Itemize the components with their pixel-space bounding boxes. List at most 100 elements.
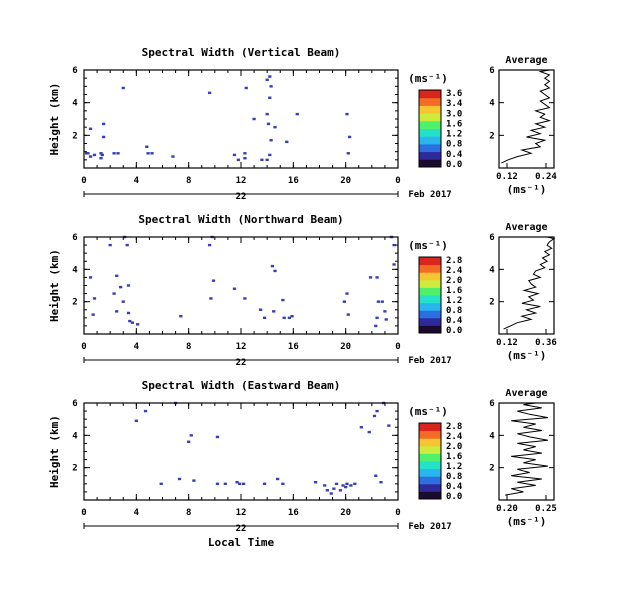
x-tick-label: 0 (81, 176, 86, 186)
y-tick-label: 2 (72, 298, 77, 308)
data-cell (232, 153, 237, 157)
average-y-tick-label: 2 (489, 298, 494, 308)
data-cell (345, 482, 349, 486)
day-label: 22 (236, 192, 247, 202)
average-title: Average (505, 222, 547, 233)
data-cell (118, 285, 123, 289)
data-cell (323, 484, 327, 487)
colorbar-tick-label: 0.0 (446, 326, 462, 336)
data-cell (121, 300, 125, 303)
data-cell (244, 86, 248, 90)
colorbar-segment (419, 97, 441, 106)
average-title: Average (505, 55, 547, 66)
colorbar-unit: (ms⁻¹) (408, 405, 448, 418)
colorbar-segment (419, 159, 441, 168)
colorbar-frame (418, 256, 442, 334)
colorbar-tick-label: 1.2 (446, 462, 462, 472)
data-cell (189, 434, 193, 437)
y-tick-label: 4 (72, 431, 78, 441)
x-tick-label: 8 (186, 176, 191, 186)
colorbar-segment (419, 264, 441, 273)
data-cell (88, 127, 93, 131)
data-cell (115, 310, 119, 313)
colorbar-segment (419, 317, 441, 326)
colorbar-segment (419, 491, 441, 500)
data-cell (252, 117, 256, 121)
data-cell (383, 310, 387, 313)
average-y-tick-label: 2 (489, 464, 494, 474)
colorbar-segment (419, 105, 441, 114)
average-x-tick-label: 0.12 (496, 172, 518, 182)
data-cell (100, 153, 104, 157)
y-tick-label: 4 (72, 265, 78, 275)
data-cell (266, 122, 271, 126)
colorbar-tick-label: 0.8 (446, 306, 462, 316)
average-x-tick-label: 0.12 (496, 338, 518, 348)
data-cell (325, 489, 329, 492)
data-cell (187, 440, 191, 444)
data-cell (295, 112, 299, 116)
colorbar-segment (419, 287, 441, 296)
average-frame (498, 402, 555, 501)
data-cell (125, 243, 129, 247)
x-tick-label: 16 (288, 342, 299, 352)
y-tick-label: 6 (72, 66, 77, 76)
data-cell (270, 264, 275, 268)
colorbar-tick-label: 2.8 (446, 422, 462, 432)
data-cell (342, 300, 346, 303)
average-y-tick-label: 4 (489, 99, 495, 109)
data-cell (368, 276, 373, 279)
y-tick-label: 2 (72, 131, 77, 141)
average-y-tick-label: 6 (489, 66, 494, 76)
data-cell (345, 112, 349, 116)
data-cell (346, 152, 350, 155)
average-x-label: (ms⁻¹) (507, 515, 547, 528)
colorbar-segment (419, 325, 441, 334)
data-cell (346, 313, 350, 316)
colorbar-frame (418, 422, 442, 500)
data-cell (91, 313, 95, 316)
colorbar-tick-label: 1.6 (446, 286, 462, 296)
x-tick-label: 4 (134, 342, 140, 352)
x-tick-label: 12 (236, 508, 247, 518)
data-cell (112, 292, 116, 295)
colorbar-segment (419, 113, 441, 122)
data-cell (392, 263, 396, 266)
data-cell (345, 292, 349, 295)
data-cell (159, 482, 163, 486)
x-axis-label: Local Time (208, 536, 275, 549)
average-profile-line (505, 402, 548, 496)
colorbar-segment (419, 461, 441, 470)
data-cell (281, 482, 285, 486)
data-cell (143, 409, 148, 413)
data-cell (375, 316, 379, 320)
data-cell (353, 482, 357, 486)
colorbar-tick-label: 2.4 (446, 266, 463, 276)
average-y-tick-label: 4 (489, 431, 495, 441)
average-x-tick-label: 0.25 (535, 504, 557, 514)
date-label: Feb 2017 (408, 190, 451, 200)
colorbar-segment (419, 310, 441, 319)
data-cell (136, 323, 140, 326)
data-cell (243, 297, 247, 300)
colorbar-segment (419, 151, 441, 160)
plot-frame (83, 236, 399, 335)
data-cell (347, 135, 352, 139)
x-tick-label: 8 (186, 342, 191, 352)
data-cell (243, 156, 247, 160)
y-tick-label: 6 (72, 233, 77, 243)
average-frame (498, 69, 555, 169)
x-tick-label: 12 (236, 342, 247, 352)
data-cell (209, 297, 213, 300)
x-tick-label: 4 (134, 508, 140, 518)
x-tick-label: 20 (340, 176, 351, 186)
data-cell (177, 477, 182, 481)
average-y-tick-label: 2 (489, 131, 494, 141)
x-tick-label: 8 (186, 508, 191, 518)
x-tick-label: 20 (340, 342, 351, 352)
data-cell (268, 153, 272, 157)
data-cell (329, 492, 333, 495)
data-cell (332, 487, 336, 490)
data-cell (344, 485, 348, 489)
data-cell (241, 482, 246, 486)
